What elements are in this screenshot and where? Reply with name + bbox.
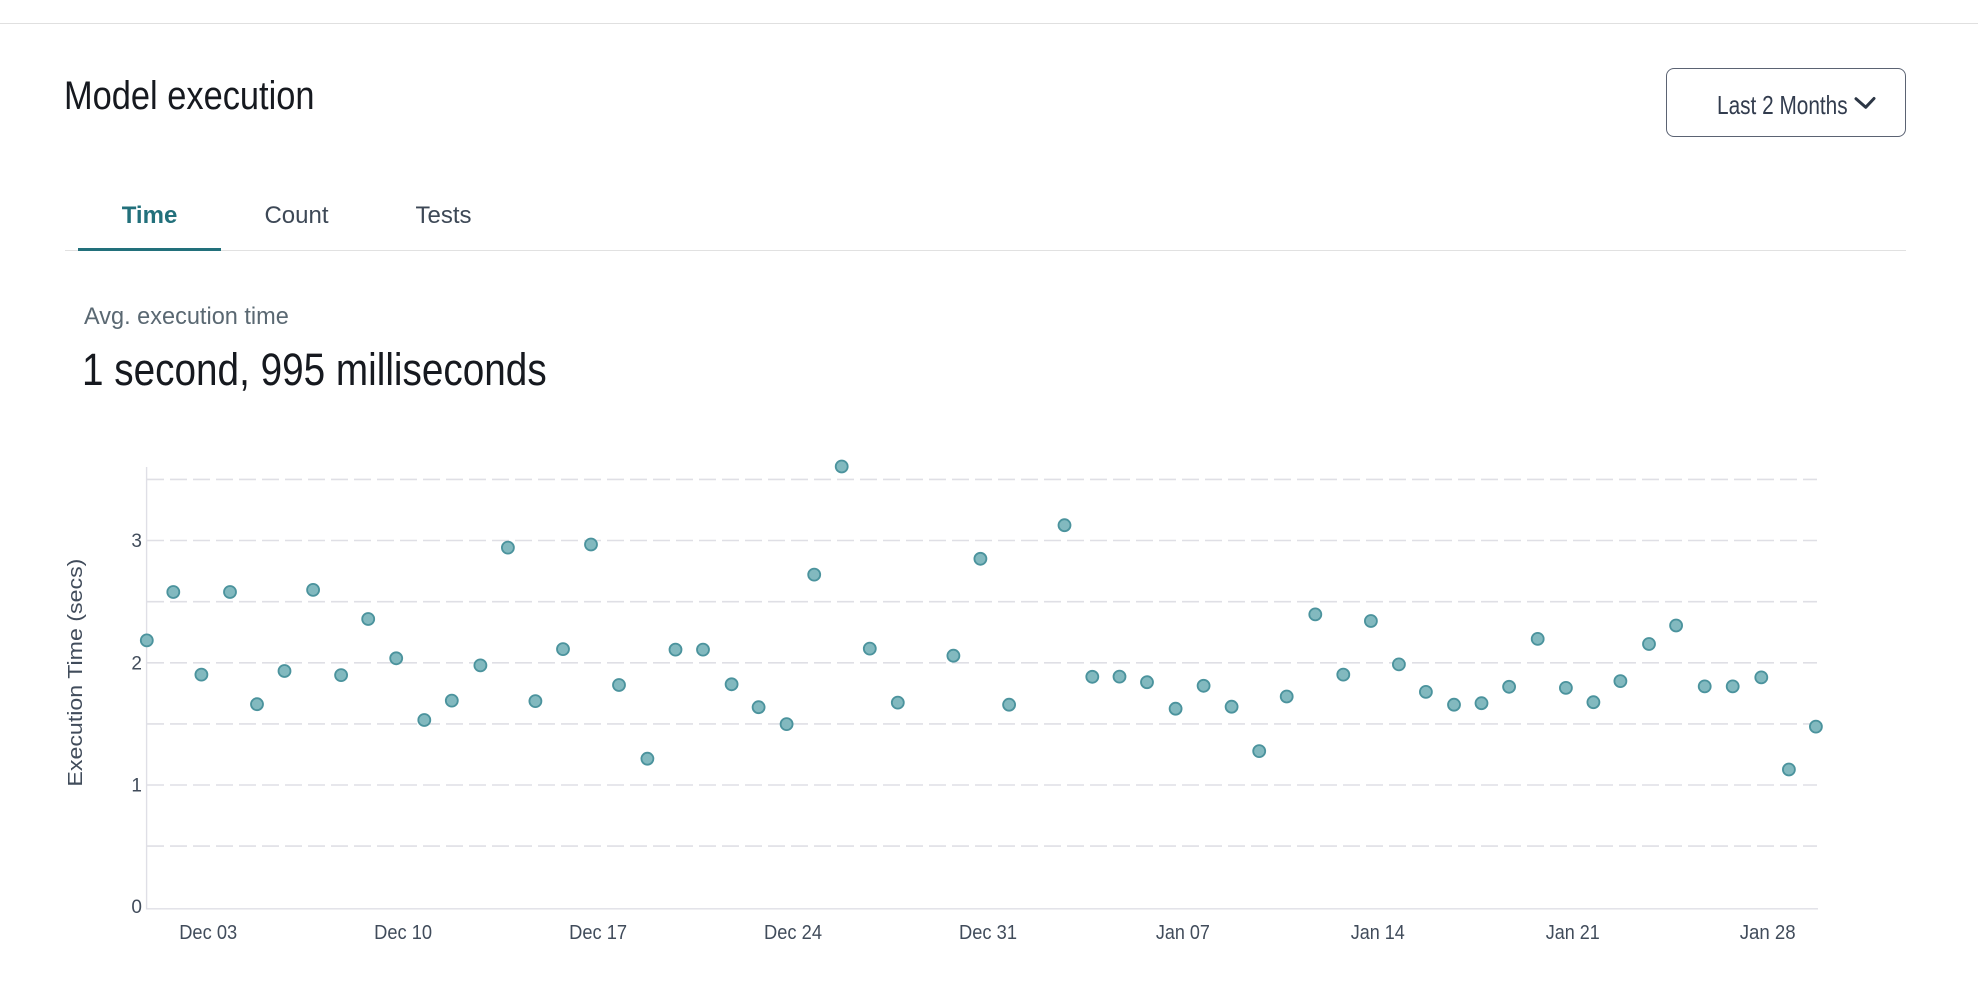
svg-text:0: 0 [131,897,142,918]
svg-text:Dec 31: Dec 31 [959,922,1017,944]
svg-text:Dec 10: Dec 10 [374,922,432,944]
svg-text:1: 1 [131,776,142,797]
svg-text:Jan 28: Jan 28 [1740,922,1796,944]
svg-text:Dec 03: Dec 03 [179,922,237,944]
svg-text:Dec 24: Dec 24 [764,922,822,944]
svg-text:Jan 14: Jan 14 [1351,922,1405,944]
svg-text:2: 2 [131,653,142,674]
svg-text:3: 3 [131,531,142,552]
svg-text:Execution Time (secs): Execution Time (secs) [65,559,87,787]
svg-text:Dec 17: Dec 17 [569,922,627,944]
svg-text:Jan 21: Jan 21 [1546,922,1600,944]
svg-text:Jan 07: Jan 07 [1156,922,1210,944]
